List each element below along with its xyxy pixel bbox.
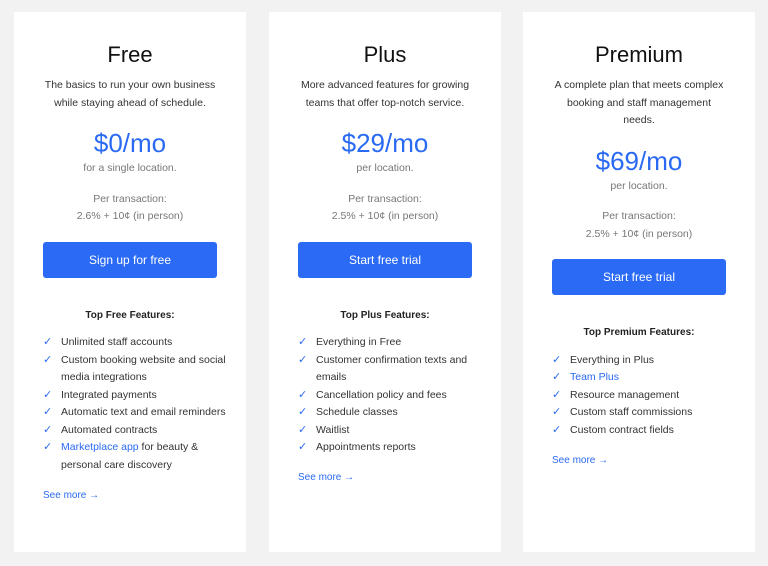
plan-title: Free: [107, 42, 153, 67]
transaction-label: Per transaction:: [93, 192, 167, 205]
plan-price: $29/mo: [341, 128, 429, 158]
price-note: for a single location.: [83, 162, 177, 174]
feature-item: ✓ Automated contracts: [43, 422, 228, 440]
feature-item: ✓ Automatic text and email reminders: [43, 404, 228, 422]
plan-price: $69/mo: [595, 145, 683, 176]
transaction-label: Per transaction:: [602, 210, 676, 222]
check-icon: ✓: [552, 353, 562, 366]
plan-cta-button[interactable]: Start free trial: [298, 241, 472, 278]
see-more-link[interactable]: See more →: [43, 489, 100, 501]
feature-text: Unlimited staff accounts: [61, 336, 173, 348]
price-note: per location.: [356, 162, 414, 174]
feature-text: Customer confirmation texts and emails: [316, 353, 468, 384]
check-icon: ✓: [298, 336, 308, 348]
feature-item: ✓ Unlimited staff accounts: [43, 334, 228, 352]
check-icon: ✓: [43, 388, 53, 401]
plan-title: Plus: [363, 42, 407, 67]
transaction-fee: 2.5% + 10¢ (in person): [585, 227, 693, 240]
check-icon: ✓: [43, 353, 53, 366]
plan-card-free: Free The basics to run your own business…: [14, 12, 246, 552]
check-icon: ✓: [43, 336, 53, 348]
feature-text: Integrated payments: [61, 388, 157, 401]
check-icon: ✓: [298, 406, 308, 418]
features-heading: Top Premium Features:: [583, 327, 695, 338]
see-more-link[interactable]: See more →: [552, 454, 609, 466]
transaction-fee: 2.5% + 10¢ (in person): [331, 210, 439, 222]
feature-item: ✓ Resource management: [552, 387, 737, 405]
check-icon: ✓: [43, 441, 53, 453]
feature-text: Custom staff commissions: [570, 406, 693, 418]
feature-text: Everything in Plus: [570, 353, 655, 366]
plan-card-premium: Premium A complete plan that meets compl…: [523, 12, 755, 552]
price-note: per location.: [610, 179, 668, 192]
features-list: ✓ Everything in Free ✓ Customer confirmatio…: [269, 334, 501, 457]
feature-text: Waitlist: [316, 423, 350, 436]
feature-link[interactable]: Marketplace app: [61, 441, 139, 453]
plan-price: $0/mo: [93, 128, 167, 158]
check-icon: ✓: [552, 371, 562, 383]
transaction-label: Per transaction:: [348, 192, 422, 205]
feature-text: Cancellation policy and fees: [316, 388, 447, 401]
feature-item: ✓ Integrated payments: [43, 387, 228, 405]
feature-text: Schedule classes: [316, 406, 398, 418]
feature-item: ✓ Cancellation policy and fees: [298, 387, 483, 405]
features-list: ✓ Everything in Plus ✓ Team Plus ✓ Resource m…: [523, 352, 755, 440]
plan-description: A complete plan that meets complex booki…: [554, 79, 724, 126]
features-list: ✓ Unlimited staff accounts ✓ Custom booking…: [14, 334, 246, 474]
check-icon: ✓: [298, 388, 308, 401]
check-icon: ✓: [43, 406, 53, 418]
check-icon: ✓: [298, 423, 308, 436]
check-icon: ✓: [298, 441, 308, 453]
plan-cta-button[interactable]: Sign up for free: [43, 241, 217, 278]
feature-item: ✓ Waitlist: [298, 422, 483, 440]
feature-item: ✓ Appointments reports: [298, 439, 483, 457]
feature-text: Automated contracts: [61, 423, 158, 436]
feature-text: Custom booking website and social media …: [61, 353, 226, 384]
check-icon: ✓: [552, 388, 562, 401]
feature-item: ✓ Custom booking website and social media…: [43, 352, 228, 387]
plan-description: The basics to run your own business whil…: [44, 79, 216, 109]
check-icon: ✓: [552, 406, 562, 418]
feature-text: Automatic text and email reminders: [61, 406, 226, 418]
feature-link[interactable]: Team Plus: [570, 371, 620, 383]
feature-item: ✓ Team Plus: [552, 369, 737, 387]
check-icon: ✓: [43, 423, 53, 436]
feature-item: ✓ Everything in Plus: [552, 352, 737, 370]
check-icon: ✓: [298, 353, 308, 366]
feature-text: Everything in Free: [316, 336, 402, 348]
features-heading: Top Free Features:: [85, 309, 175, 321]
feature-text: Appointments reports: [316, 441, 416, 453]
plan-title: Premium: [594, 42, 683, 67]
plan-cta-button[interactable]: Start free trial: [552, 259, 726, 295]
features-heading: Top Plus Features:: [340, 309, 430, 321]
feature-item: ✓ Schedule classes: [298, 404, 483, 422]
feature-text: for beauty & personal care discovery: [61, 441, 199, 471]
feature-item: ✓ Marketplace app for beauty & personal c…: [43, 439, 228, 474]
check-icon: ✓: [552, 423, 562, 436]
feature-text: Custom contract fields: [570, 423, 674, 436]
feature-text: Resource management: [570, 388, 680, 401]
feature-item: ✓ Everything in Free: [298, 334, 483, 352]
feature-item: ✓ Customer confirmation texts and emails: [298, 352, 483, 387]
transaction-fee: 2.6% + 10¢ (in person): [76, 210, 184, 222]
plan-description: More advanced features for growing teams…: [300, 79, 470, 109]
feature-item: ✓ Custom contract fields: [552, 422, 737, 440]
plan-card-plus: Plus More advanced features for growing …: [269, 12, 501, 552]
feature-item: ✓ Custom staff commissions: [552, 404, 737, 422]
see-more-link[interactable]: See more →: [298, 472, 355, 483]
